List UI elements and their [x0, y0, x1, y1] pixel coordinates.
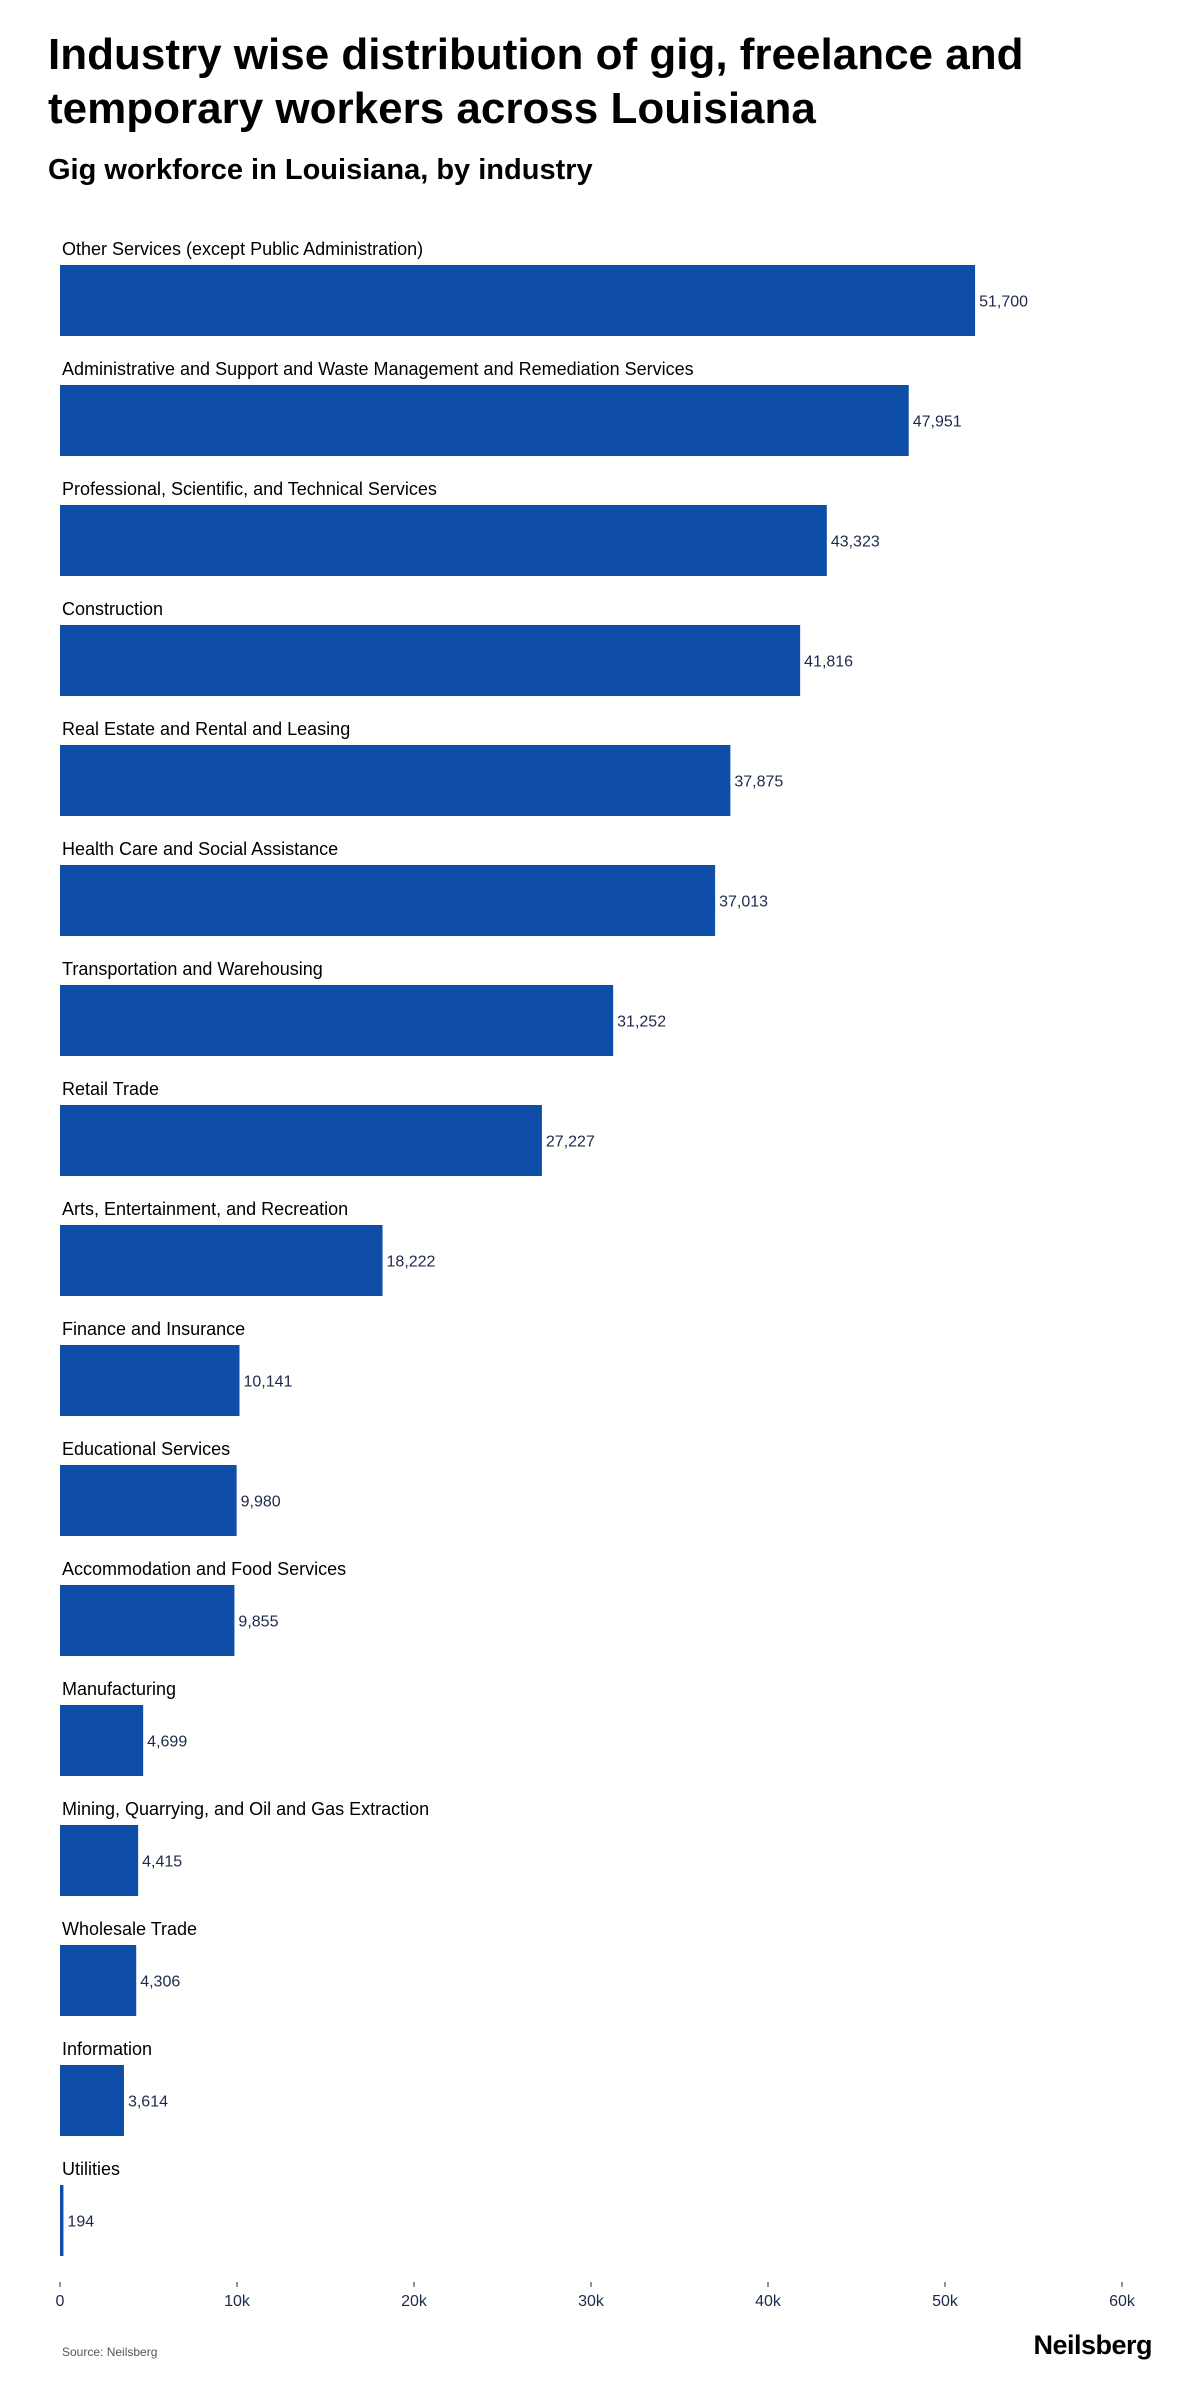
value-label: 9,980 — [241, 1494, 281, 1511]
x-tick-label: 20k — [401, 2293, 428, 2310]
value-label: 37,875 — [734, 774, 783, 791]
category-label: Professional, Scientific, and Technical … — [62, 479, 437, 499]
chart-title: Industry wise distribution of gig, freel… — [48, 30, 1024, 133]
bar — [60, 505, 827, 576]
value-label: 9,855 — [238, 1614, 278, 1631]
value-label: 4,699 — [147, 1734, 187, 1751]
category-label: Finance and Insurance — [62, 1319, 245, 1339]
category-label: Other Services (except Public Administra… — [62, 239, 423, 259]
category-label: Health Care and Social Assistance — [62, 839, 338, 859]
x-tick-label: 40k — [755, 2293, 782, 2310]
bar — [60, 865, 716, 936]
category-label: Arts, Entertainment, and Recreation — [62, 1199, 348, 1219]
bar — [60, 1945, 137, 2016]
value-label: 31,252 — [617, 1014, 666, 1031]
x-tick-label: 30k — [578, 2293, 605, 2310]
value-label: 37,013 — [719, 894, 768, 911]
chart-subtitle: Gig workforce in Louisiana, by industry — [48, 154, 593, 186]
brand-logo: Neilsberg — [1033, 2330, 1152, 2360]
category-label: Transportation and Warehousing — [62, 959, 323, 979]
value-label: 3,614 — [128, 2094, 168, 2111]
category-label: Construction — [62, 599, 163, 619]
value-label: 47,951 — [913, 414, 962, 431]
value-label: 10,141 — [243, 1374, 292, 1391]
category-label: Real Estate and Rental and Leasing — [62, 719, 350, 739]
x-tick-label: 50k — [932, 2293, 959, 2310]
bar — [60, 1825, 139, 1896]
category-label: Information — [62, 2039, 152, 2059]
category-label: Administrative and Support and Waste Man… — [62, 359, 694, 379]
bar — [60, 2185, 64, 2256]
category-label: Educational Services — [62, 1439, 230, 1459]
value-label: 41,816 — [804, 654, 853, 671]
value-label: 4,306 — [140, 1974, 180, 1991]
value-label: 4,415 — [142, 1854, 182, 1871]
bar — [60, 1345, 240, 1416]
bar — [60, 1705, 144, 1776]
x-tick-label: 10k — [224, 2293, 251, 2310]
bar — [60, 1105, 542, 1176]
category-label: Utilities — [62, 2159, 120, 2179]
category-label: Retail Trade — [62, 1079, 159, 1099]
value-label: 27,227 — [546, 1134, 595, 1151]
value-label: 18,222 — [387, 1254, 436, 1271]
bar — [60, 385, 909, 456]
category-label: Accommodation and Food Services — [62, 1559, 346, 1579]
bar — [60, 1225, 383, 1296]
value-label: 194 — [67, 2214, 94, 2231]
category-label: Manufacturing — [62, 1679, 176, 1699]
value-label: 43,323 — [831, 534, 880, 551]
value-label: 51,700 — [979, 294, 1028, 311]
category-label: Mining, Quarrying, and Oil and Gas Extra… — [62, 1799, 429, 1819]
bar — [60, 625, 801, 696]
x-tick-label: 0 — [56, 2293, 65, 2310]
bar — [60, 985, 614, 1056]
bar — [60, 1585, 235, 1656]
bar — [60, 265, 976, 336]
category-label: Wholesale Trade — [62, 1919, 197, 1939]
bar — [60, 745, 731, 816]
bar — [60, 1465, 237, 1536]
source-note: Source: Neilsberg — [62, 2345, 158, 2359]
bar — [60, 2065, 124, 2136]
x-tick-label: 60k — [1109, 2293, 1136, 2310]
